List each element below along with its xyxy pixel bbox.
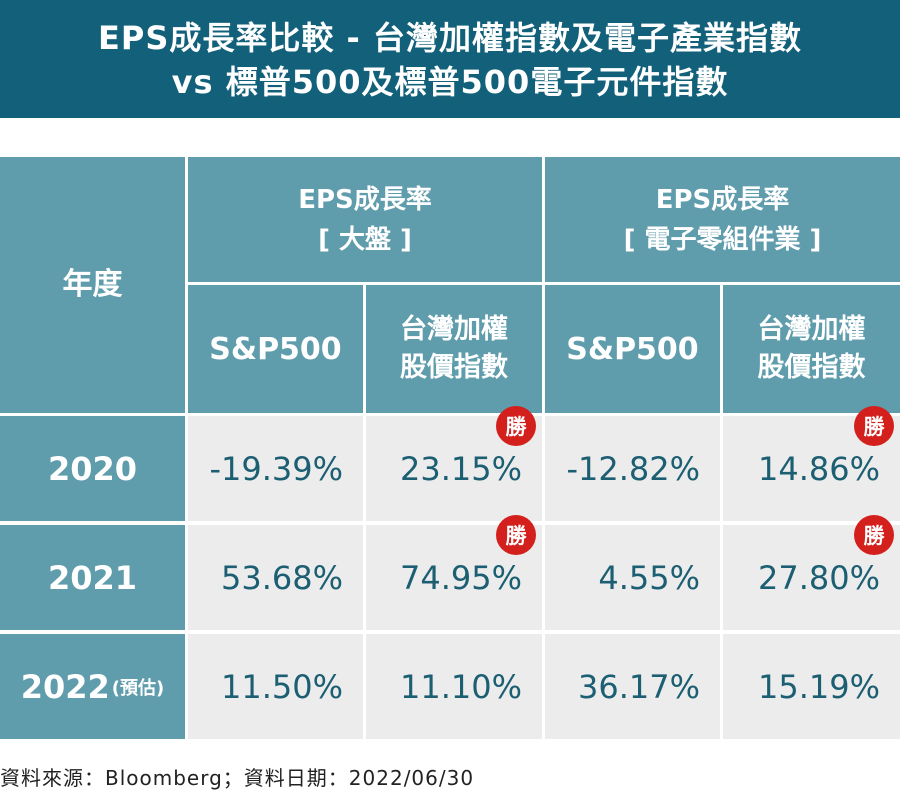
value-cell: 53.68% — [188, 525, 363, 630]
winner-badge: 勝 — [854, 406, 894, 446]
group-header: EPS成長率 [ 大盤 ] — [188, 157, 542, 282]
column-header-line1: 台灣加權 — [757, 314, 866, 345]
value-cell: 11.10% — [366, 634, 542, 739]
column-header-line1: S&P500 — [566, 331, 699, 367]
value-text: -19.39% — [209, 449, 343, 488]
winner-badge: 勝 — [854, 515, 894, 555]
value-text: 4.55% — [598, 558, 700, 597]
value-text: 11.50% — [220, 667, 343, 706]
value-text: 14.86% — [757, 449, 880, 488]
group-header-line2: [ 電子零組件業 ] — [623, 224, 822, 255]
value-cell: -12.82% — [545, 416, 720, 521]
group-header-line1: EPS成長率 — [655, 184, 790, 215]
chart-title-line1: EPS成長率比較 - 台灣加權指數及電子產業指數 — [98, 19, 802, 57]
source-note: 資料來源：Bloomberg；資料日期：2022/06/30 — [0, 766, 475, 790]
value-text: -12.82% — [566, 449, 700, 488]
value-text: 74.95% — [399, 558, 522, 597]
year-note: (預估) — [111, 677, 165, 699]
column-header: S&P500 — [188, 285, 363, 413]
winner-badge: 勝 — [496, 515, 536, 555]
column-header-line2: 股價指數 — [400, 352, 508, 383]
value-cell: -19.39% — [188, 416, 363, 521]
group-header-line1: EPS成長率 — [298, 184, 432, 215]
value-cell: 4.55% — [545, 525, 720, 630]
value-text: 23.15% — [399, 449, 522, 488]
value-cell: 36.17% — [545, 634, 720, 739]
year-label: 2020 — [47, 449, 138, 488]
row-header-label: 年度 — [62, 267, 123, 302]
column-header-line2: 股價指數 — [757, 352, 866, 383]
column-header: 台灣加權 股價指數 — [723, 285, 900, 413]
year-label: 2021 — [47, 558, 138, 597]
value-text: 53.68% — [220, 558, 343, 597]
value-cell: 15.19% — [723, 634, 900, 739]
title-bar: EPS成長率比較 - 台灣加權指數及電子產業指數 vs 標普500及標普500電… — [0, 0, 900, 118]
year-label: 2022 — [20, 667, 110, 706]
group-header: EPS成長率 [ 電子零組件業 ] — [545, 157, 900, 282]
value-cell: 11.50% — [188, 634, 363, 739]
value-text: 27.80% — [757, 558, 880, 597]
column-header: S&P500 — [545, 285, 720, 413]
column-header: 台灣加權 股價指數 — [366, 285, 542, 413]
year-cell: 2020 — [0, 416, 185, 521]
value-text: 36.17% — [577, 667, 700, 706]
row-header-year: 年度 — [0, 157, 185, 413]
column-header-line1: S&P500 — [209, 331, 342, 367]
year-cell: 2022 (預估) — [0, 634, 185, 739]
year-cell: 2021 — [0, 525, 185, 630]
value-text: 15.19% — [757, 667, 880, 706]
winner-badge: 勝 — [496, 406, 536, 446]
group-header-line2: [ 大盤 ] — [318, 224, 412, 255]
chart-title-line2: vs 標普500及標普500電子元件指數 — [171, 63, 729, 101]
value-text: 11.10% — [399, 667, 522, 706]
column-header-line1: 台灣加權 — [400, 314, 508, 345]
